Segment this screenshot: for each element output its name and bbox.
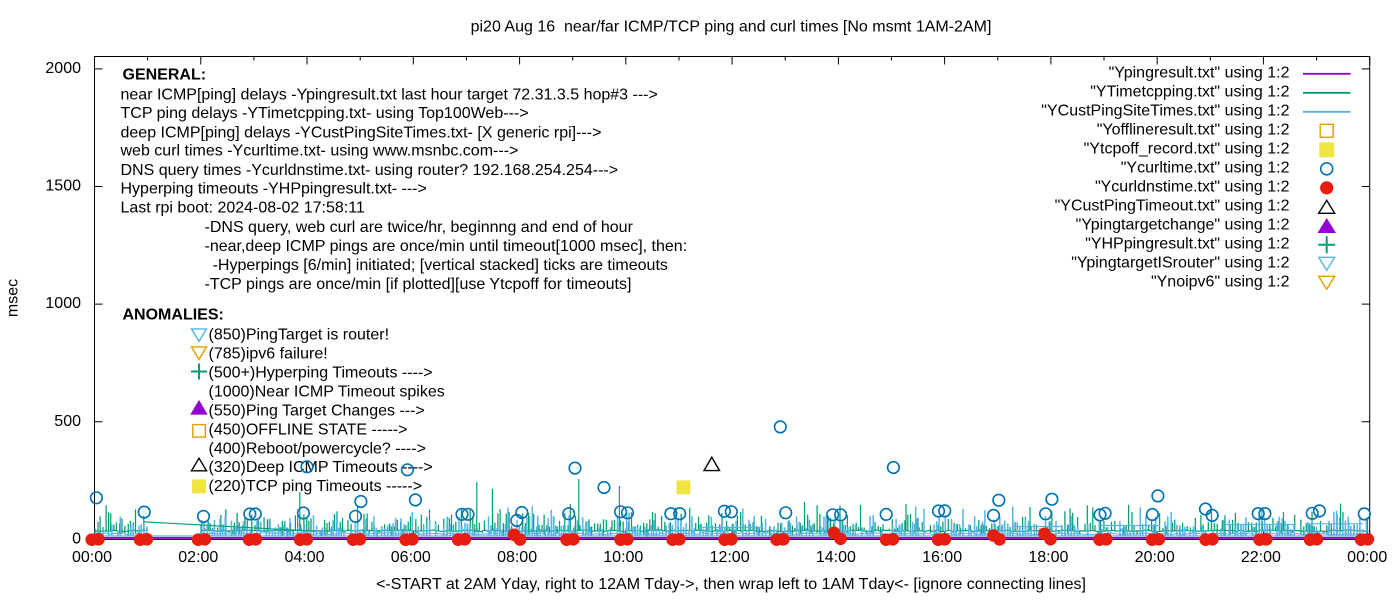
svg-text:(785)ipv6 failure!: (785)ipv6 failure!: [209, 346, 328, 363]
svg-text:(400)Reboot/powercycle? ---->: (400)Reboot/powercycle? ---->: [209, 440, 426, 457]
svg-text:500: 500: [54, 413, 81, 430]
svg-text:(320)Deep ICMP Timeouts ---->: (320)Deep ICMP Timeouts ---->: [209, 459, 433, 476]
svg-text:Hyperping timeouts -YHPpingres: Hyperping timeouts -YHPpingresult.txt- -…: [121, 181, 427, 198]
svg-text:DNS query times -Ycurldnstime.: DNS query times -Ycurldnstime.txt- using…: [121, 162, 619, 179]
svg-text:22:00: 22:00: [1241, 549, 1281, 566]
svg-text:0: 0: [72, 530, 81, 547]
svg-text:pi20 Aug 16 near/far ICMP/TCP: pi20 Aug 16 near/far ICMP/TCP ping and c…: [471, 18, 992, 35]
svg-text:00:00: 00:00: [72, 549, 112, 566]
svg-text:"YCustPingTimeout.txt" using 1: "YCustPingTimeout.txt" using 1:2: [1055, 197, 1290, 214]
svg-text:20:00: 20:00: [1135, 549, 1175, 566]
svg-text:web curl times -Ycurltime.txt-: web curl times -Ycurltime.txt- using www…: [120, 143, 519, 160]
svg-text:00:00: 00:00: [1347, 549, 1387, 566]
svg-text:"YpingtargetISrouter" using 1:: "YpingtargetISrouter" using 1:2: [1071, 254, 1289, 271]
svg-text:GENERAL:: GENERAL:: [123, 67, 207, 84]
svg-text:2000: 2000: [45, 60, 81, 77]
svg-text:-TCP pings are once/min [if pl: -TCP pings are once/min [if plotted][use…: [205, 276, 632, 293]
svg-text:msec: msec: [5, 279, 22, 317]
svg-text:-near,deep ICMP pings are once: -near,deep ICMP pings are once/min until…: [205, 238, 688, 255]
svg-text:"YHPpingresult.txt" using 1:2: "YHPpingresult.txt" using 1:2: [1085, 235, 1289, 252]
svg-text:04:00: 04:00: [284, 549, 324, 566]
svg-text:near ICMP[ping] delays -Ypingr: near ICMP[ping] delays -Ypingresult.txt …: [121, 87, 658, 104]
svg-text:(850)PingTarget is router!: (850)PingTarget is router!: [209, 327, 390, 344]
svg-text:(500+)Hyperping Timeouts ---->: (500+)Hyperping Timeouts ---->: [209, 365, 433, 382]
svg-text:"Ycurldnstime.txt" using 1:2: "Ycurldnstime.txt" using 1:2: [1095, 178, 1290, 195]
svg-text:"YCustPingSiteTimes.txt" using: "YCustPingSiteTimes.txt" using 1:2: [1041, 102, 1289, 119]
svg-text:<-START at 2AM Yday, right to: <-START at 2AM Yday, right to 12AM Tday-…: [376, 576, 1086, 593]
svg-text:Last rpi boot: 2024-08-02 17:5: Last rpi boot: 2024-08-02 17:58:11: [121, 200, 365, 217]
svg-text:06:00: 06:00: [391, 549, 431, 566]
svg-text:02:00: 02:00: [178, 549, 218, 566]
svg-text:-Hyperpings [6/min] initiated;: -Hyperpings [6/min] initiated; [vertical…: [213, 257, 668, 274]
svg-text:"Ypingresult.txt" using 1:2: "Ypingresult.txt" using 1:2: [1109, 64, 1290, 81]
svg-text:"YTimetcpping.txt" using 1:2: "YTimetcpping.txt" using 1:2: [1090, 83, 1289, 100]
svg-text:10:00: 10:00: [603, 549, 643, 566]
svg-text:14:00: 14:00: [816, 549, 856, 566]
svg-text:(220)TCP ping Timeouts ----->: (220)TCP ping Timeouts ----->: [209, 478, 423, 495]
svg-text:"Yofflineresult.txt" using 1:2: "Yofflineresult.txt" using 1:2: [1097, 121, 1290, 138]
svg-text:18:00: 18:00: [1028, 549, 1068, 566]
svg-text:"Ytcpoff_record.txt" using 1:2: "Ytcpoff_record.txt" using 1:2: [1084, 140, 1290, 157]
svg-text:08:00: 08:00: [497, 549, 537, 566]
svg-text:-DNS query, web curl are twice: -DNS query, web curl are twice/hr, begin…: [205, 219, 634, 236]
svg-text:deep ICMP[ping] delays -YCustP: deep ICMP[ping] delays -YCustPingSiteTim…: [121, 124, 602, 141]
svg-text:TCP ping delays -YTimetcpping.: TCP ping delays -YTimetcpping.txt- using…: [121, 105, 529, 122]
svg-text:"Ycurltime.txt" using 1:2: "Ycurltime.txt" using 1:2: [1121, 159, 1290, 176]
svg-text:(1000)Near ICMP Timeout spikes: (1000)Near ICMP Timeout spikes: [209, 383, 445, 400]
svg-text:(550)Ping Target Changes --->: (550)Ping Target Changes --->: [209, 402, 425, 419]
svg-text:"Ynoipv6" using 1:2: "Ynoipv6" using 1:2: [1151, 273, 1290, 290]
svg-text:"Ypingtargetchange" using 1:2: "Ypingtargetchange" using 1:2: [1076, 216, 1290, 233]
svg-text:(450)OFFLINE STATE ----->: (450)OFFLINE STATE ----->: [209, 421, 408, 438]
svg-text:ANOMALIES:: ANOMALIES:: [123, 307, 224, 324]
svg-text:1000: 1000: [45, 295, 81, 312]
svg-text:1500: 1500: [45, 178, 81, 195]
svg-text:12:00: 12:00: [710, 549, 750, 566]
svg-text:16:00: 16:00: [922, 549, 962, 566]
